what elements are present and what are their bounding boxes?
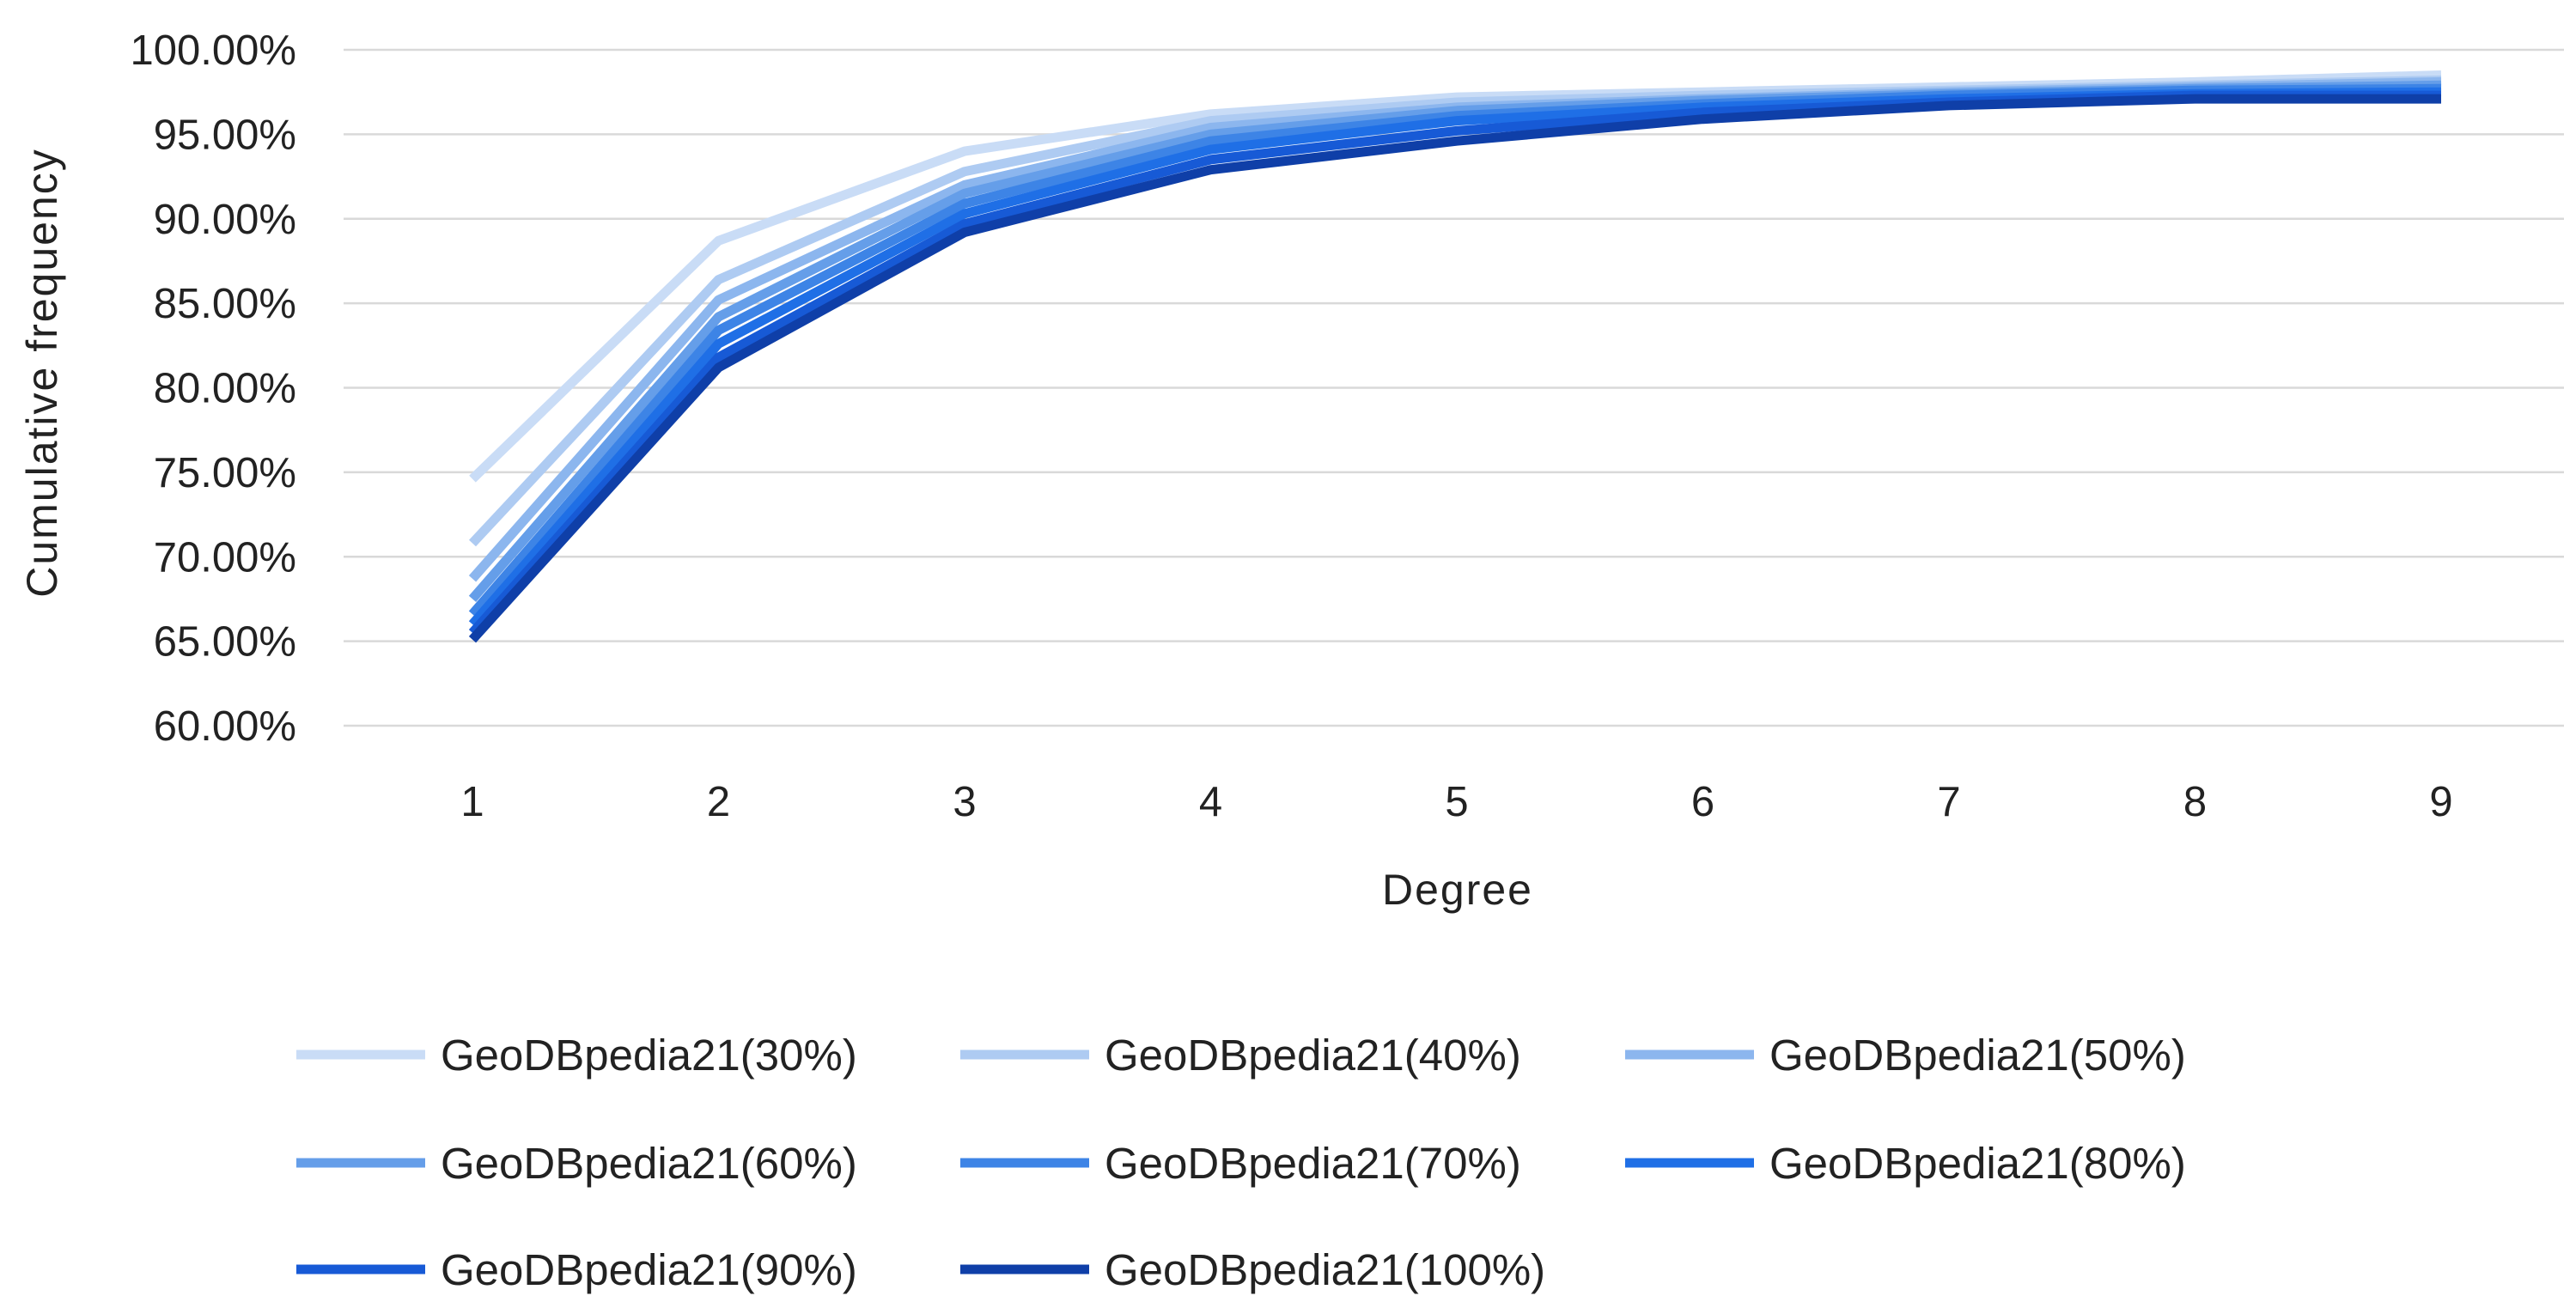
legend-item: GeoDBpedia21(30%) (296, 1031, 857, 1080)
y-tick-label: 70.00% (154, 534, 296, 581)
legend-label: GeoDBpedia21(50%) (1769, 1031, 2186, 1080)
legend-item: GeoDBpedia21(50%) (1625, 1031, 2186, 1080)
x-tick-label: 9 (2429, 779, 2452, 825)
x-axis-title: Degree (1382, 866, 1533, 914)
series-line-6 (468, 87, 2442, 628)
series-line-8 (468, 94, 2441, 643)
legend-item: GeoDBpedia21(60%) (296, 1139, 857, 1188)
x-tick-label: 7 (1937, 779, 1960, 825)
y-axis-title: Cumulative frequency (18, 148, 66, 598)
y-tick-label: 85.00% (154, 281, 296, 327)
y-tick-label: 95.00% (154, 112, 296, 158)
legend-label: GeoDBpedia21(60%) (441, 1139, 857, 1188)
y-tick-label: 80.00% (154, 366, 296, 412)
x-tick-label: 5 (1445, 779, 1468, 825)
legend-label: GeoDBpedia21(40%) (1105, 1031, 1521, 1080)
x-tick-label: 3 (953, 779, 976, 825)
y-tick-label: 100.00% (131, 27, 296, 74)
x-tick-label: 4 (1199, 779, 1222, 825)
legend-item: GeoDBpedia21(40%) (960, 1031, 1521, 1080)
series-line-7 (468, 90, 2441, 636)
legend-label: GeoDBpedia21(70%) (1105, 1139, 1521, 1188)
x-tick-label: 6 (1691, 779, 1714, 825)
x-tick-label: 2 (707, 779, 730, 825)
series-line-5 (468, 83, 2442, 617)
legend-item: GeoDBpedia21(80%) (1625, 1139, 2186, 1188)
y-tick-label: 90.00% (154, 197, 296, 243)
x-tick-label: 1 (460, 779, 484, 825)
legend-label: GeoDBpedia21(90%) (441, 1245, 857, 1294)
legend: GeoDBpedia21(30%) GeoDBpedia21(40%) GeoDBp… (296, 1031, 2186, 1294)
legend-label: GeoDBpedia21(80%) (1769, 1139, 2186, 1188)
x-tick-label: 8 (2183, 779, 2207, 825)
y-axis-tick-labels: 60.00% 65.00% 70.00% 75.00% 80.00% 85.00% 90.0… (131, 27, 296, 750)
legend-item: GeoDBpedia21(70%) (960, 1139, 1521, 1188)
y-tick-label: 60.00% (154, 703, 296, 750)
legend-item: GeoDBpedia21(90%) (296, 1245, 857, 1294)
y-tick-label: 75.00% (154, 450, 296, 496)
legend-item: GeoDBpedia21(100%) (960, 1245, 1545, 1294)
series-line-2 (468, 75, 2442, 547)
legend-label: GeoDBpedia21(100%) (1105, 1245, 1545, 1294)
y-tick-label: 65.00% (154, 619, 296, 666)
legend-label: GeoDBpedia21(30%) (441, 1031, 857, 1080)
x-axis-tick-labels: 1 2 3 4 5 6 7 8 9 (460, 779, 2452, 825)
series-lines (468, 70, 2442, 643)
